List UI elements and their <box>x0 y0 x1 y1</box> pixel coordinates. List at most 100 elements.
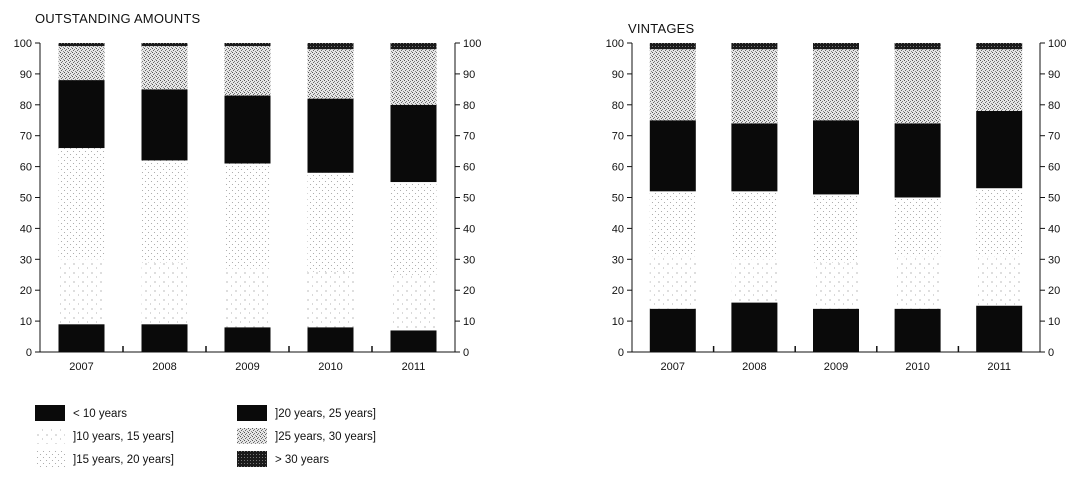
bar-segment-gt30 <box>813 43 859 50</box>
y-tick-label-left: 40 <box>612 223 624 235</box>
bar-segment-b15_20 <box>813 194 859 263</box>
bar-segment-gt30 <box>649 43 696 50</box>
y-tick-label-left: 50 <box>20 193 32 205</box>
y-tick-label-right: 20 <box>463 285 475 297</box>
y-tick-label-right: 60 <box>1048 162 1060 174</box>
y-tick-label-left: 70 <box>612 131 624 143</box>
legend-swatch-lt10 <box>35 405 65 421</box>
x-tick-label: 2011 <box>987 361 1011 373</box>
y-tick-label-left: 0 <box>26 347 32 359</box>
bar-segment-b25_30 <box>307 49 354 99</box>
x-tick-label: 2008 <box>742 361 766 373</box>
y-tick-label-right: 80 <box>1048 100 1060 112</box>
y-tick-label-left: 80 <box>612 100 624 112</box>
outstanding-amounts-chart: OUTSTANDING AMOUNTS 0 0 10 10 20 20 30 30 40 40 50… <box>14 11 482 373</box>
y-tick-label-left: 30 <box>612 254 624 266</box>
y-tick-label-left: 40 <box>20 223 32 235</box>
bar-segment-lt10 <box>307 327 354 352</box>
bar-segment-b20_25 <box>224 95 271 164</box>
y-tick-label-right: 100 <box>463 38 481 50</box>
bar-segment-b20_25 <box>307 98 354 173</box>
x-tick-label: 2010 <box>905 361 929 373</box>
bar-segment-b20_25 <box>58 80 105 149</box>
y-tick-label-left: 50 <box>612 193 624 205</box>
bar-segment-b15_20 <box>649 191 696 257</box>
x-tick-label: 2007 <box>69 361 93 373</box>
bar-segment-b10_15 <box>390 274 437 331</box>
bar-segment-b20_25 <box>731 123 778 192</box>
bar-segment-gt30 <box>731 43 778 50</box>
bar-segment-lt10 <box>390 330 437 352</box>
bar-segment-gt30 <box>307 43 354 50</box>
bar-segment-b10_15 <box>58 259 105 325</box>
bar-segment-b20_25 <box>894 123 941 198</box>
bar-segment-b25_30 <box>141 46 188 90</box>
bar-segment-b20_25 <box>813 120 859 195</box>
x-tick-label: 2011 <box>402 361 426 373</box>
y-tick-label-right: 30 <box>463 254 475 266</box>
y-tick-label-right: 80 <box>463 100 475 112</box>
bar-segment-b15_20 <box>731 191 778 260</box>
x-tick-label: 2007 <box>661 361 685 373</box>
bar-segment-b10_15 <box>976 256 1023 306</box>
y-tick-label-left: 30 <box>20 254 32 266</box>
y-tick-label-right: 50 <box>1048 193 1060 205</box>
bar-segment-lt10 <box>894 308 941 352</box>
y-tick-label-left: 70 <box>20 131 32 143</box>
legend-swatch-gt30 <box>237 451 267 467</box>
y-tick-label-left: 0 <box>618 347 624 359</box>
x-tick-label: 2009 <box>824 361 848 373</box>
chart-title: VINTAGES <box>628 21 695 36</box>
legend-label-b25_30: ]25 years, 30 years] <box>275 431 376 443</box>
bar-segment-b10_15 <box>307 271 354 328</box>
legend-label-b15_20: ]15 years, 20 years] <box>73 454 174 466</box>
bar-segment-b25_30 <box>976 49 1023 111</box>
legend-swatch-b25_30 <box>237 428 267 444</box>
y-tick-label-left: 100 <box>14 38 32 50</box>
y-tick-label-right: 90 <box>463 69 475 81</box>
bar-segment-b25_30 <box>224 46 271 96</box>
bar-segment-b15_20 <box>390 182 437 275</box>
bar-segment-b10_15 <box>731 259 778 303</box>
x-tick-label: 2010 <box>318 361 342 373</box>
bar-segment-b10_15 <box>141 262 188 325</box>
bar-segment-b15_20 <box>894 197 941 257</box>
bar-segment-b25_30 <box>813 49 859 121</box>
bar-segment-b25_30 <box>58 46 105 81</box>
bar-segment-b20_25 <box>390 104 437 183</box>
bar-segment-b15_20 <box>141 160 188 263</box>
bar-segment-gt30 <box>894 43 941 50</box>
bar-segment-b10_15 <box>894 256 941 309</box>
y-tick-label-right: 0 <box>463 347 469 359</box>
y-tick-label-right: 60 <box>463 162 475 174</box>
bar-segment-b15_20 <box>58 148 105 260</box>
bar-segment-lt10 <box>813 308 859 352</box>
legend-swatch-b20_25 <box>237 405 267 421</box>
bar-segment-b20_25 <box>976 110 1023 189</box>
y-tick-label-left: 100 <box>606 38 624 50</box>
bar-segment-b10_15 <box>813 262 859 309</box>
bar-segment-gt30 <box>224 43 271 47</box>
y-tick-label-right: 40 <box>463 223 475 235</box>
y-tick-label-right: 0 <box>1048 347 1054 359</box>
y-tick-label-right: 70 <box>1048 131 1060 143</box>
bar-segment-lt10 <box>58 324 105 352</box>
x-tick-label: 2008 <box>152 361 176 373</box>
bar-segment-b20_25 <box>141 89 188 161</box>
y-tick-label-right: 10 <box>1048 316 1060 328</box>
y-tick-label-left: 20 <box>612 285 624 297</box>
x-tick-label: 2009 <box>235 361 259 373</box>
legend-swatch-b15_20 <box>35 451 65 467</box>
y-tick-label-right: 10 <box>463 316 475 328</box>
bar-segment-b10_15 <box>649 256 696 309</box>
y-tick-label-right: 30 <box>1048 254 1060 266</box>
bar-segment-b25_30 <box>731 49 778 124</box>
bar-segment-b10_15 <box>224 268 271 328</box>
y-tick-label-right: 70 <box>463 131 475 143</box>
bar-segment-b25_30 <box>894 49 941 124</box>
bar-segment-gt30 <box>976 43 1023 50</box>
bar-segment-b25_30 <box>390 49 437 105</box>
y-tick-label-right: 50 <box>463 193 475 205</box>
bar-segment-gt30 <box>390 43 437 50</box>
